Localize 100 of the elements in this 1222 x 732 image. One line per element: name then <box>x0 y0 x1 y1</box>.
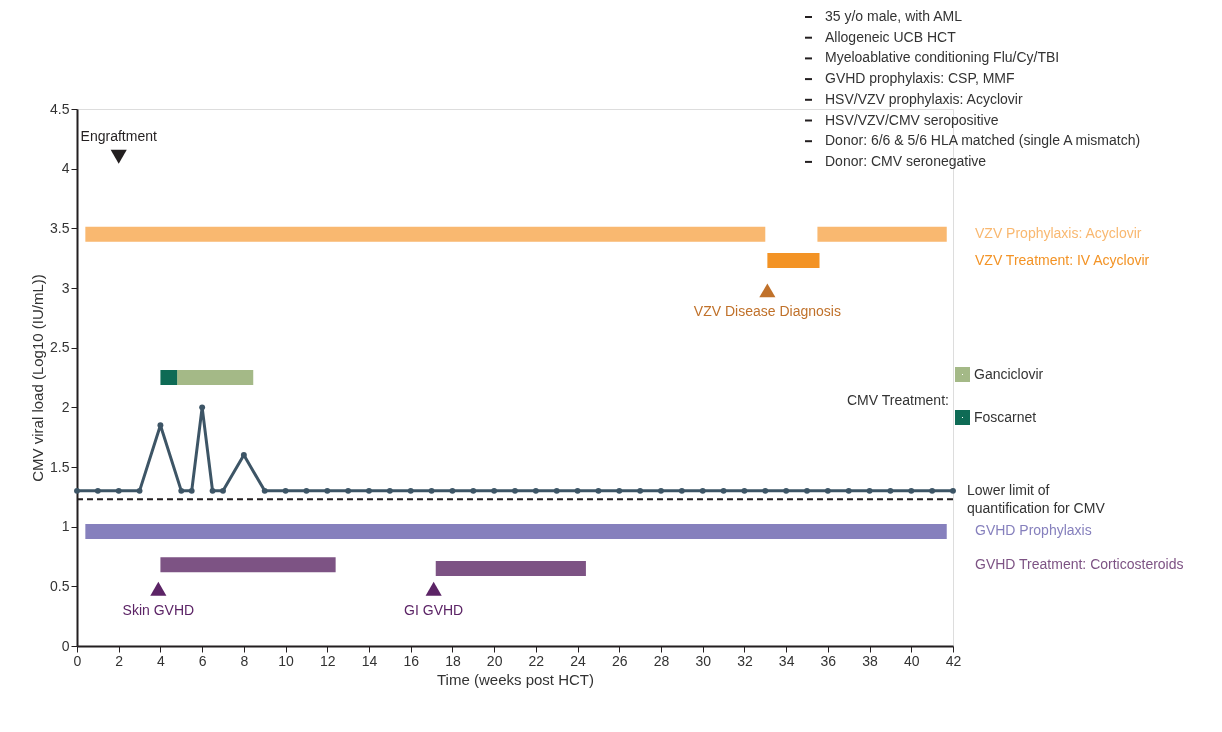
point <box>407 487 414 494</box>
point <box>658 487 664 494</box>
x-tick-label: 0 <box>73 652 82 669</box>
x-tick-label: 20 <box>486 652 503 669</box>
text: VZV Prophylaxis: Acyclovir <box>975 225 1142 242</box>
text: GVHD Treatment: Corticosteroids <box>975 555 1184 572</box>
annotation: Donor: 6/6 & 5/6 HLA matched (single A mismatch) <box>825 132 1141 149</box>
x-tick-label: 40 <box>904 652 920 669</box>
legend-label: Foscarnet <box>974 408 1037 425</box>
series-label: Engraftment <box>80 127 157 144</box>
point <box>887 487 894 494</box>
y-tick-label: 1.5 <box>50 458 70 475</box>
point <box>616 487 623 494</box>
y-tick-label: 3.5 <box>50 219 70 236</box>
text: Myeloablative conditioning Flu/Cy/TBI <box>825 49 1060 66</box>
point <box>532 487 539 494</box>
point <box>741 487 748 494</box>
series-label: VZV Disease Diagnosis <box>693 303 841 320</box>
point <box>929 487 936 494</box>
point <box>428 487 435 494</box>
y-tick-label: 2 <box>61 398 70 415</box>
point <box>866 487 873 494</box>
point <box>720 487 727 494</box>
y-axis-title: CMV viral load (Log10 (IU/mL)) <box>29 274 47 482</box>
point <box>110 149 127 164</box>
annotation: HSV/VZV/CMV seropositive <box>825 111 999 128</box>
point <box>115 487 122 494</box>
x-tick-label: 38 <box>862 652 879 669</box>
point <box>94 487 101 494</box>
y-tick-label: 2.5 <box>50 339 70 356</box>
point <box>209 487 216 494</box>
point <box>74 487 80 494</box>
point <box>303 487 310 494</box>
point <box>261 487 268 494</box>
point <box>759 283 776 298</box>
point <box>425 581 442 596</box>
point <box>845 487 852 494</box>
point <box>950 487 956 494</box>
x-tick-label: 8 <box>240 652 249 669</box>
point <box>150 581 167 596</box>
annotation: Donor: CMV seronegative <box>825 152 987 169</box>
point <box>220 487 226 494</box>
x-tick-label: 4 <box>157 652 166 669</box>
point <box>366 487 372 494</box>
x-tick-label: 2 <box>115 652 124 669</box>
point <box>157 422 164 429</box>
x-tick-label: 14 <box>361 652 378 669</box>
point <box>345 487 352 494</box>
x-tick-label: 30 <box>695 652 712 669</box>
y-tick-label: 1 <box>61 518 70 535</box>
text: Allogeneic UCB HCT <box>825 28 957 45</box>
y-tick-label: 0 <box>61 637 70 654</box>
point <box>595 487 602 494</box>
x-tick-label: 32 <box>737 652 753 669</box>
text: VZV Treatment: IV Acyclovir <box>975 251 1150 268</box>
x-tick-label: 16 <box>403 652 420 669</box>
point <box>136 487 143 494</box>
x-tick-label: 10 <box>278 652 295 669</box>
point <box>386 487 393 494</box>
point <box>574 487 581 494</box>
x-tick-label: 12 <box>320 652 336 669</box>
point <box>699 487 706 494</box>
series-label: Skin GVHD <box>122 601 195 618</box>
x-tick-label: 34 <box>778 652 795 669</box>
x-tick-label: 42 <box>945 652 962 669</box>
point <box>178 487 185 494</box>
y-tick-label: 0.5 <box>50 577 70 594</box>
point <box>824 487 831 494</box>
x-tick-label: 22 <box>528 652 545 669</box>
text: HSV/VZV prophylaxis: Acyclovir <box>825 90 1023 107</box>
y-tick-label: 4.5 <box>50 100 70 117</box>
point <box>199 404 206 411</box>
point <box>491 487 498 494</box>
point <box>804 487 810 494</box>
x-tick-label: 36 <box>820 652 837 669</box>
point <box>762 487 769 494</box>
y-tick-label: 4 <box>61 160 70 177</box>
x-axis-title: Time (weeks post HCT) <box>437 670 594 688</box>
point <box>553 487 560 494</box>
point <box>282 487 289 494</box>
point <box>324 487 331 494</box>
text: GVHD prophylaxis: CSP, MMF <box>825 70 1015 87</box>
y-tick-label: 3 <box>61 279 70 296</box>
point <box>449 487 456 494</box>
ref-line-label: Lower limit of quantification for CMV <box>967 482 1106 517</box>
legend-title: CMV Treatment: <box>847 392 949 408</box>
x-tick-label: 28 <box>653 652 670 669</box>
x-tick-label: 24 <box>570 652 587 669</box>
x-tick-label: 18 <box>445 652 461 669</box>
point <box>470 487 477 494</box>
x-tick-label: 6 <box>198 652 207 669</box>
point <box>188 487 195 494</box>
point <box>512 487 518 494</box>
series-label: GI GVHD <box>404 601 464 618</box>
point <box>783 487 790 494</box>
x-tick-label: 26 <box>612 652 628 669</box>
point <box>678 487 685 494</box>
point <box>637 487 644 494</box>
text: 35 y/o male, with AML <box>825 8 963 24</box>
text: GVHD Prophylaxis <box>975 522 1092 539</box>
